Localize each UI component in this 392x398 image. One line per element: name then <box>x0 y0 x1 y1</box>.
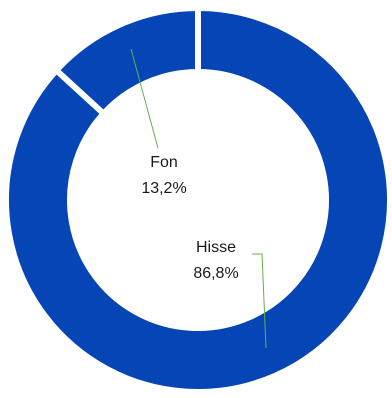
leader-line-hisse <box>252 253 267 349</box>
leader-line-fon <box>130 48 159 149</box>
donut-slices <box>3 4 392 395</box>
slice-fon <box>52 4 201 118</box>
leader-lines <box>130 48 267 349</box>
slice-hisse <box>3 4 392 395</box>
slice-label-fon: Fon 13,2% <box>141 154 186 197</box>
category-label-hisse: Hisse <box>196 239 236 256</box>
category-label-fon: Fon <box>150 154 178 171</box>
value-label-hisse: 86,8% <box>193 265 238 282</box>
slice-label-hisse: Hisse 86,8% <box>193 239 238 282</box>
value-label-fon: 13,2% <box>141 180 186 197</box>
